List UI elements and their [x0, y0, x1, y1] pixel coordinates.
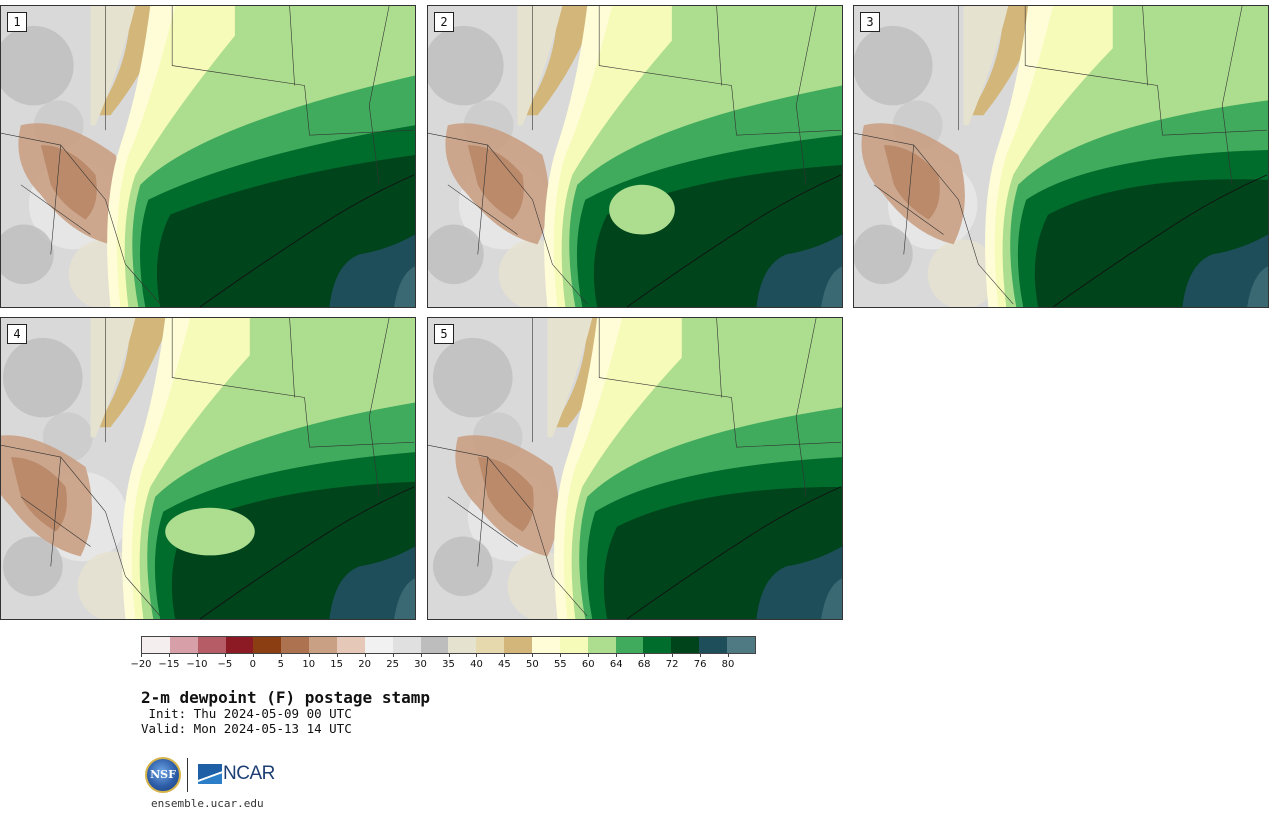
ncar-logo: NCAR [198, 762, 275, 786]
colorbar-tickmark [560, 654, 562, 657]
nsf-logo: NSF [145, 757, 181, 793]
colorbar-tick-label: 20 [358, 659, 371, 670]
colorbar-cell [309, 637, 338, 653]
colorbar-tickmark [364, 654, 366, 657]
colorbar-tickmark [728, 654, 730, 657]
colorbar-tick-label: −5 [217, 659, 233, 670]
colorbar-tickmark [252, 654, 254, 657]
dewpoint-map [428, 318, 842, 619]
colorbar-tick-label: −10 [186, 659, 208, 670]
colorbar-cell [281, 637, 310, 653]
colorbar-cell [476, 637, 505, 653]
colorbar-tickmark [308, 654, 310, 657]
colorbar-cell [197, 637, 226, 653]
colorbar-tickmark [224, 654, 226, 657]
colorbar-cell [504, 637, 533, 653]
colorbar-tick-label: 55 [553, 659, 567, 670]
colorbar-tickmark [672, 654, 674, 657]
colorbar-tick-label: 5 [277, 659, 284, 670]
colorbar-cell [392, 637, 421, 653]
website-label: ensemble.ucar.edu [151, 797, 264, 810]
colorbar-tickmark [196, 654, 198, 657]
colorbar-tick-labels: −20 −15 −10 −5 0 5 10 15 20 25 30 35 40 45 50 55 60 64 68 7… [130, 654, 756, 673]
colorbar-cell [532, 637, 560, 653]
colorbar-cell [559, 637, 588, 653]
colorbar-tickmark [616, 654, 618, 657]
plot-title: 2-m dewpoint (F) postage stamp [141, 688, 430, 707]
panel-number-label: 4 [7, 324, 27, 344]
colorbar-tick-label: 40 [470, 659, 483, 670]
colorbar-tick-label: 80 [721, 659, 735, 670]
panel-5: 5 [427, 317, 843, 620]
colorbar-cell [587, 637, 616, 653]
colorbar-cell [364, 637, 393, 653]
init-time: Init: Thu 2024-05-09 00 UTC [141, 706, 352, 721]
colorbar-tickmark [504, 654, 506, 657]
colorbar-cell [420, 637, 449, 653]
panel-2: 2 [427, 5, 843, 308]
colorbar-tickmark [392, 654, 394, 657]
colorbar-tickmark [700, 654, 702, 657]
panel-number-label: 3 [860, 12, 880, 32]
panel-number-label: 2 [434, 12, 454, 32]
colorbar-tickmark [420, 654, 422, 657]
valid-time: Valid: Mon 2024-05-13 14 UTC [141, 721, 352, 736]
panel-number-label: 5 [434, 324, 454, 344]
colorbar-tick-label: −20 [130, 659, 152, 670]
dewpoint-map [1, 318, 415, 619]
colorbar-tick-label: 68 [637, 659, 651, 670]
colorbar-tickmark [336, 654, 338, 657]
colorbar-tick-label: 45 [498, 659, 511, 670]
colorbar-tick-label: 50 [525, 659, 539, 670]
colorbar-tickmark [168, 654, 170, 657]
colorbar-cell [699, 637, 728, 653]
colorbar-cell [169, 637, 198, 653]
colorbar-tickmark [448, 654, 450, 657]
colorbar-tick-label: 76 [693, 659, 707, 670]
colorbar [141, 636, 756, 654]
colorbar-tick-label: 15 [330, 659, 344, 670]
colorbar-cell [727, 637, 755, 653]
panel-1: 1 [0, 5, 416, 308]
panel-number-label: 1 [7, 12, 27, 32]
dewpoint-map [428, 6, 842, 307]
colorbar-tick-label: 60 [581, 659, 595, 670]
colorbar-tickmark [280, 654, 282, 657]
colorbar-tick-label: 10 [302, 659, 316, 670]
colorbar-tick-label: 72 [665, 659, 679, 670]
panel-4: 4 [0, 317, 416, 620]
colorbar-tickmark [141, 654, 142, 657]
logo-divider [187, 758, 188, 792]
colorbar-tick-label: 30 [414, 659, 427, 670]
panel-3: 3 [853, 5, 1269, 308]
colorbar-tickmark [532, 654, 534, 657]
colorbar-cell [253, 637, 282, 653]
colorbar-tick-label: 35 [442, 659, 455, 670]
colorbar-cell [448, 637, 477, 653]
colorbar-cell [643, 637, 672, 653]
colorbar-tick-label: −15 [158, 659, 180, 670]
colorbar-tick-label: 64 [609, 659, 623, 670]
colorbar-tickmark [588, 654, 590, 657]
colorbar-tick-label: 25 [386, 659, 399, 670]
colorbar-tickmark [476, 654, 478, 657]
dewpoint-map [854, 6, 1268, 307]
colorbar-tickmark [644, 654, 646, 657]
colorbar-cell [671, 637, 700, 653]
colorbar-tick-label: 0 [249, 659, 256, 670]
colorbar-cell [225, 637, 254, 653]
colorbar-cell [615, 637, 644, 653]
colorbar-cell [337, 637, 365, 653]
colorbar-cell [142, 637, 170, 653]
dewpoint-map [1, 6, 415, 307]
